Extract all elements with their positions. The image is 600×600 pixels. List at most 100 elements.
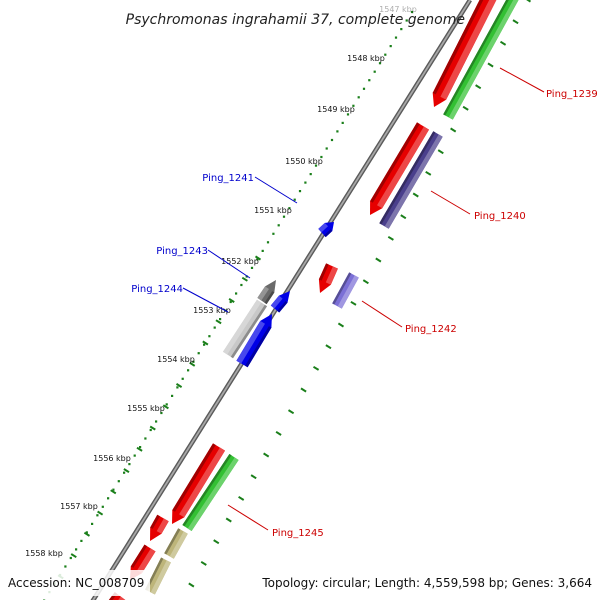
- khaki-feature-a: [164, 528, 188, 559]
- cds-feature-ping-1244b-shadow: [245, 326, 272, 368]
- cds-feature-small-a-highlight: [156, 518, 169, 534]
- ruler-dot: [314, 164, 318, 167]
- ruler-dot: [144, 437, 147, 440]
- ruler-tick-label: 1550 kbp: [285, 157, 323, 166]
- outer-tick-mark: [362, 279, 369, 285]
- ruler-dot: [176, 386, 179, 389]
- accession-backdrop: [2, 570, 150, 596]
- ruler-dot: [187, 369, 190, 372]
- gene-leader-line: [499, 67, 545, 93]
- ruler-dot: [181, 377, 184, 380]
- purple-feature-ping-1240: [379, 131, 443, 229]
- topology-text: Topology: circular; Length: 4,559,598 bp…: [261, 576, 592, 590]
- outer-tick-mark: [325, 344, 332, 350]
- cds-feature-ping-1240-shadow: [370, 122, 420, 203]
- ruler-dot: [368, 79, 371, 82]
- gene-label: Ping_1240: [474, 211, 526, 222]
- outer-tick-mark: [275, 430, 282, 436]
- ruler-dot: [197, 352, 200, 355]
- topology-backdrop: [254, 570, 598, 596]
- outer-tick-mark: [312, 365, 320, 371]
- label-leaders: [182, 67, 545, 531]
- ruler-dot: [245, 275, 248, 278]
- ruler-dot: [101, 505, 104, 508]
- ruler-dot: [400, 28, 403, 31]
- gene-leader-line: [361, 300, 403, 328]
- inner-tick-mark: [254, 255, 262, 261]
- rna-feature-green-top: [443, 0, 519, 120]
- inner-tick-mark: [175, 383, 183, 388]
- cds-feature-ping-1239-highlight: [440, 0, 497, 100]
- gene-leader-line: [207, 249, 251, 279]
- cds-feature-edge-highlight: [118, 596, 126, 600]
- gene-leader-line: [254, 176, 298, 204]
- ruler-dot: [336, 130, 339, 133]
- outer-tick-mark: [400, 214, 407, 220]
- inner-tick-mark: [189, 361, 196, 367]
- ruler-dot: [213, 326, 216, 329]
- cds-feature-ping-1239: [432, 0, 497, 107]
- ruler-dot: [346, 113, 350, 116]
- ruler-dot: [330, 138, 334, 142]
- gene-labels: Ping_1239 Ping_1240 Ping_1241 Ping_1242 Ping…: [131, 89, 597, 539]
- ruler-dot: [250, 266, 254, 269]
- gene-label: Ping_1243: [156, 246, 208, 257]
- purple-feature-ping-1240-highlight: [384, 134, 443, 229]
- ruler-dot: [155, 420, 158, 423]
- purple-feature-ping-1242: [332, 272, 359, 309]
- ruler-dot: [272, 232, 275, 235]
- cds-feature-ping-1245-highlight: [179, 447, 225, 518]
- ruler-dot: [133, 454, 136, 457]
- ruler-tick-label: 1557 kbp: [60, 502, 98, 511]
- ruler-dot: [410, 10, 414, 14]
- ruler-dot: [378, 62, 382, 65]
- cds-feature-ping-1245: [172, 443, 225, 524]
- tick-labels: 1547 kbp 1548 kbp 1549 kbp 1550 kbp 1551 kbp…: [25, 5, 417, 558]
- purple-feature-ping-1240-shadow: [379, 131, 436, 225]
- outer-tick-mark: [375, 257, 382, 263]
- inner-tick-mark: [162, 404, 169, 410]
- ruler-dot: [240, 283, 243, 287]
- cds-feature-ping-1240-highlight: [377, 126, 429, 209]
- outer-tick-mark: [475, 84, 482, 90]
- footer-bar: Accession: NC_008709 Topology: circular;…: [2, 570, 598, 596]
- inner-tick-mark: [149, 425, 156, 431]
- inner-tick-mark: [241, 276, 248, 282]
- ruler-dot: [107, 497, 110, 500]
- ruler-dot: [75, 548, 78, 551]
- gray-feature-light-shadow: [230, 304, 267, 359]
- ruler-tick-label: 1547 kbp: [379, 5, 417, 14]
- ruler-tick-label: 1556 kbp: [93, 454, 131, 463]
- rna-feature-green-bottom-highlight: [187, 457, 239, 531]
- outer-tick-mark: [512, 19, 519, 25]
- cds-feature-ping-1241-shadow: [324, 229, 333, 238]
- ruler-dot: [341, 121, 344, 124]
- cds-feature-ping-1244a-shadow: [277, 301, 288, 313]
- map-title: Psychromonas ingrahamii 37, complete gen…: [126, 12, 465, 28]
- gene-leader-line: [227, 504, 269, 531]
- outer-tick-mark: [200, 560, 207, 566]
- ruler-dot: [325, 147, 328, 150]
- cds-feature-ping-1242-highlight: [325, 266, 338, 285]
- inner-tick-mark: [228, 298, 235, 303]
- gray-feature-light: [223, 299, 267, 359]
- ruler-dot: [171, 394, 174, 397]
- outer-tick-mark: [213, 539, 220, 545]
- outer-tick-mark: [387, 235, 394, 241]
- rna-feature-green-top-highlight: [448, 0, 519, 120]
- outer-tick-mark: [188, 582, 195, 588]
- cds-feature-ping-1244b-highlight: [236, 320, 265, 364]
- gene-label: Ping_1244: [131, 284, 183, 295]
- outer-tick-mark: [238, 495, 245, 501]
- inner-tick-mark: [202, 340, 209, 346]
- ruler-dot: [256, 258, 259, 261]
- outer-tick-mark: [225, 517, 232, 523]
- gene-leader-line: [182, 287, 229, 313]
- cds-feature-small-a-shadow: [150, 514, 160, 529]
- cds-feature-ping-1242-shadow: [318, 263, 329, 281]
- inner-tick-mark: [215, 319, 222, 325]
- ruler-dot: [192, 360, 195, 363]
- ruler-dot: [293, 198, 296, 201]
- purple-feature-ping-1242-highlight: [337, 275, 359, 309]
